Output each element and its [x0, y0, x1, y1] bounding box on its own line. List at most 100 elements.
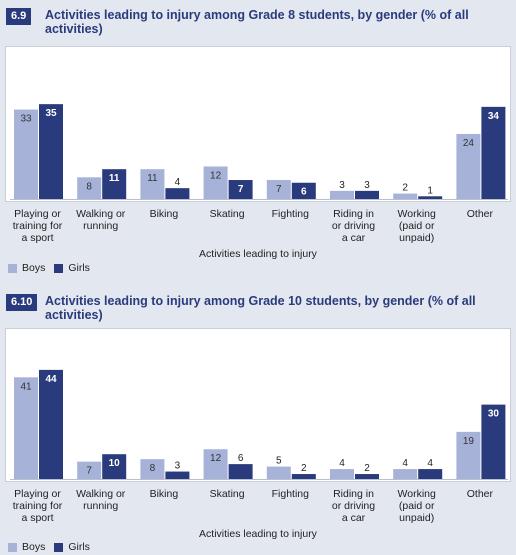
chart-title: Activities leading to injury among Grade… [45, 8, 469, 36]
bar-girls-2 [165, 188, 190, 199]
data-label-girls-5: 3 [364, 180, 370, 191]
data-label-girls-1: 11 [109, 173, 120, 184]
legend-item-boys: Boys [8, 262, 45, 274]
bar-boys-7 [456, 133, 481, 199]
data-label-boys-5: 4 [339, 458, 345, 469]
category-label-6: Working (paid or unpaid) [397, 488, 436, 524]
bar-girls-0 [39, 104, 63, 199]
data-label-girls-3: 7 [238, 184, 244, 195]
chart-panel-grade-8: 6.9 Activities leading to injury among G… [5, 8, 511, 274]
bar-boys-1 [77, 177, 102, 199]
bar-boys-4 [266, 466, 291, 479]
data-label-boys-4: 5 [276, 456, 282, 467]
data-label-boys-7: 24 [463, 138, 475, 149]
legend: Boys Girls [8, 262, 99, 274]
bar-boys-2 [140, 169, 165, 199]
bar-girls-5 [355, 474, 379, 479]
bar-girls-0 [39, 369, 63, 479]
data-label-boys-2: 8 [150, 463, 156, 474]
category-label-2: Biking [149, 488, 179, 500]
bar-boys-4 [266, 180, 291, 199]
x-axis-label: Activities leading to injury [199, 248, 317, 260]
chart-plot-area: 41 44 7 10 8 3 12 6 5 2 4 2 4 4 19 30 [5, 328, 511, 482]
data-label-girls-2: 3 [175, 461, 181, 472]
data-label-girls-7: 30 [488, 409, 500, 420]
category-label-1: Walking or running [76, 208, 126, 232]
data-label-girls-3: 6 [238, 453, 244, 464]
category-label-4: Fighting [271, 488, 309, 500]
category-label-3: Skating [209, 208, 245, 220]
category-label-6: Working (paid or unpaid) [397, 208, 436, 244]
category-label-5: Riding in or driving a car [331, 488, 376, 524]
category-label-0: Playing or training for a sport [12, 208, 63, 244]
data-label-boys-3: 12 [210, 170, 222, 181]
data-label-boys-5: 3 [339, 180, 345, 191]
chart-panel-grade-10: 6.10 Activities leading to injury among … [0, 286, 516, 555]
data-label-girls-0: 44 [45, 374, 57, 385]
bar-girls-3 [228, 180, 253, 199]
category-label-4: Fighting [271, 208, 309, 220]
bar-girls-6 [418, 196, 443, 199]
category-label-1: Walking or running [76, 488, 126, 512]
bar-girls-5 [355, 190, 379, 199]
bar-boys-2 [140, 459, 165, 479]
data-label-boys-1: 8 [86, 181, 92, 192]
data-label-girls-5: 2 [364, 463, 370, 474]
data-label-girls-4: 6 [301, 187, 307, 198]
bar-boys-5 [330, 190, 354, 199]
bar-girls-2 [165, 471, 190, 479]
x-axis-label: Activities leading to injury [199, 528, 317, 540]
legend-item-girls: Girls [54, 541, 90, 553]
category-label-5: Riding in or driving a car [331, 208, 376, 244]
data-label-boys-6: 4 [402, 458, 408, 469]
legend-label-boys: Boys [22, 541, 46, 553]
bar-girls-6 [418, 469, 443, 479]
bar-girls-7 [481, 106, 506, 199]
data-label-girls-1: 10 [109, 458, 121, 469]
bar-boys-5 [330, 469, 354, 479]
data-label-girls-0: 35 [45, 108, 57, 119]
category-label-3: Skating [209, 488, 245, 500]
bar-boys-0 [14, 109, 38, 199]
legend-swatch-girls [54, 542, 64, 552]
chart-number: 6.9 [6, 8, 32, 25]
data-label-boys-2: 11 [147, 173, 158, 184]
data-label-boys-7: 19 [463, 436, 475, 447]
category-label-0: Playing or training for a sport [12, 488, 63, 524]
legend-swatch-girls [54, 263, 64, 273]
bar-girls-4 [291, 474, 316, 479]
data-label-boys-1: 7 [86, 466, 92, 477]
legend-swatch-boys [8, 263, 17, 273]
data-label-girls-6: 4 [427, 458, 433, 469]
data-label-boys-0: 33 [20, 114, 32, 125]
chart-plot-area: 33 35 8 11 11 4 12 7 7 6 3 3 2 1 24 34 [5, 46, 511, 202]
bar-girls-3 [228, 464, 253, 479]
bar-girls-1 [102, 169, 127, 199]
chart-title: Activities leading to injury among Grade… [45, 294, 476, 322]
bar-girls-4 [291, 182, 316, 199]
category-label-7: Other [466, 488, 494, 500]
bar-boys-0 [14, 377, 38, 479]
bar-boys-3 [203, 449, 228, 479]
legend-swatch-boys [8, 542, 17, 552]
data-label-girls-4: 2 [301, 463, 307, 474]
bar-girls-1 [102, 454, 127, 479]
legend-label-girls: Girls [68, 262, 90, 274]
legend-item-girls: Girls [54, 262, 90, 274]
data-label-boys-4: 7 [276, 184, 282, 195]
bar-boys-1 [77, 461, 102, 479]
legend-label-boys: Boys [22, 262, 46, 274]
legend-label-girls: Girls [68, 541, 90, 553]
data-label-boys-6: 2 [402, 183, 408, 194]
data-label-girls-6: 1 [427, 185, 433, 196]
bar-boys-6 [393, 193, 418, 199]
data-label-boys-3: 12 [210, 453, 222, 464]
legend: Boys Girls [8, 541, 99, 553]
data-label-girls-7: 34 [488, 111, 500, 122]
data-label-girls-2: 4 [175, 177, 181, 188]
legend-item-boys: Boys [8, 541, 45, 553]
bar-boys-6 [393, 469, 418, 479]
bar-boys-3 [203, 166, 228, 199]
